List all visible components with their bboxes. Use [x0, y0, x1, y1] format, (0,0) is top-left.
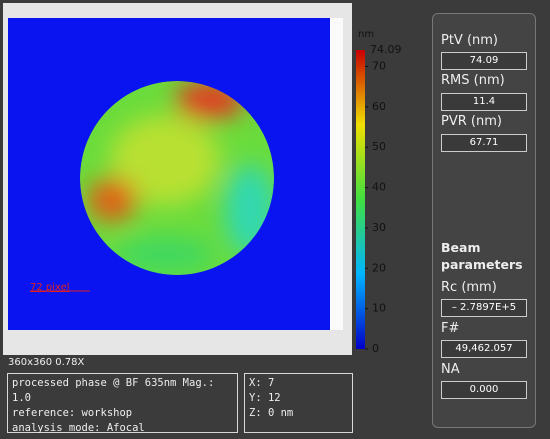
details-line: processed phase @ BF 635nm Mag.: 1.0: [12, 377, 215, 404]
image-view: 72 pixel nm 74.09 0 10 20 30 40 50 60 70: [3, 3, 402, 355]
field-label: Rc (mm): [441, 280, 497, 295]
field-value: 11.4: [441, 93, 527, 111]
image-margin: [330, 18, 343, 330]
colorbar-tick-label: 30: [372, 221, 386, 234]
cursor-line: Z: 0 nm: [249, 407, 294, 419]
results-panel: PtV (nm) 74.09 RMS (nm) 11.4 PVR (nm) 67…: [432, 13, 536, 428]
colorbar-ticks: 0 10 20 30 40 50 60 70: [365, 60, 386, 355]
field-value: 49,462.057: [441, 340, 527, 358]
field-value: 0.000: [441, 381, 527, 399]
details-line: reference: workshop: [12, 407, 133, 419]
colorbar-max: 74.09: [370, 43, 402, 56]
field-label: NA: [441, 362, 460, 377]
field-label: PVR (nm): [441, 114, 502, 129]
cursor-box: X: 7 Y: 12 Z: 0 nm: [244, 373, 353, 433]
colorbar-tick-label: 60: [372, 100, 386, 113]
colorbar-tick-label: 20: [372, 261, 386, 274]
colorbar-tick-label: 0: [372, 342, 379, 355]
colorbar-tick-label: 40: [372, 181, 386, 194]
cursor-line: X: 7: [249, 377, 275, 389]
colorbar-tick-label: 50: [372, 140, 386, 153]
field-value: – 2.7897E+5: [441, 299, 527, 317]
field-label: PtV (nm): [441, 33, 499, 48]
field-value: 67.71: [441, 134, 527, 152]
field-label: F#: [441, 321, 460, 336]
colorbar: [356, 50, 365, 349]
colorbar-unit: nm: [358, 29, 374, 40]
field-label: RMS (nm): [441, 73, 505, 88]
field-value: 74.09: [441, 52, 527, 70]
image-info: 360x360 0.78X: [8, 357, 85, 368]
cursor-line: Y: 12: [249, 392, 281, 404]
details-box: processed phase @ BF 635nm Mag.: 1.0 ref…: [7, 373, 238, 434]
scale-label: 72 pixel: [30, 282, 70, 293]
beam-title: Beam parameters: [441, 240, 523, 272]
details-line: analysis mode: Afocal: [12, 422, 145, 434]
colorbar-tick-label: 10: [372, 302, 386, 315]
colorbar-tick-label: 70: [372, 60, 386, 73]
